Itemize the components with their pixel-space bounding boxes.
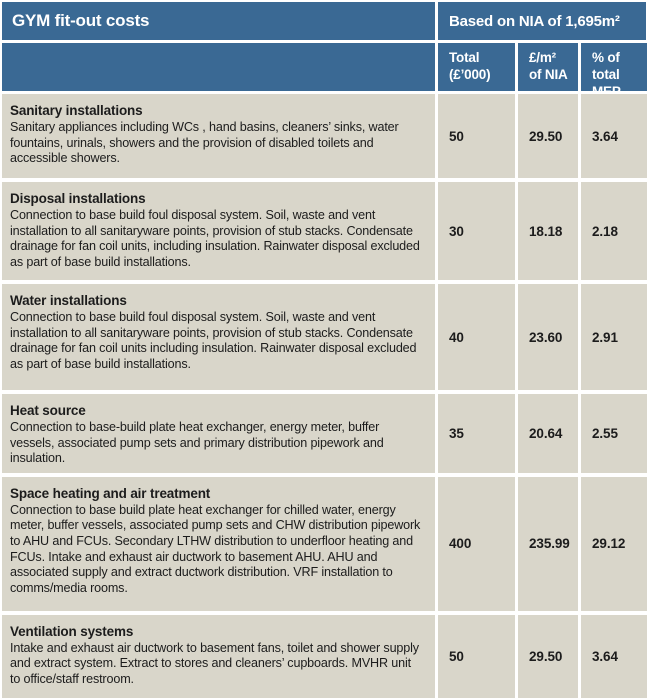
value-per-m2: 18.18 bbox=[518, 182, 578, 280]
row-description: Sanitary appliances including WCs , hand… bbox=[10, 120, 399, 166]
table-row-sanitary-installations: Sanitary installations Sanitary applianc… bbox=[2, 94, 647, 178]
value-pct-mep: 3.64 bbox=[581, 94, 647, 178]
value-total: 35 bbox=[438, 394, 515, 473]
value-total: 30 bbox=[438, 182, 515, 280]
row-description: Connection to base build foul disposal s… bbox=[10, 310, 417, 371]
table-row-water-installations: Water installations Connection to base b… bbox=[2, 284, 647, 390]
row-description-cell: Sanitary installations Sanitary applianc… bbox=[2, 94, 435, 178]
column-header-total-line2: (£’000) bbox=[449, 67, 491, 82]
value-per-m2: 20.64 bbox=[518, 394, 578, 473]
value-pct-mep: 2.18 bbox=[581, 182, 647, 280]
value-pct-mep: 3.64 bbox=[581, 614, 647, 698]
value-per-m2: 29.50 bbox=[518, 614, 578, 698]
value-pct-mep: 29.12 bbox=[581, 476, 647, 611]
nia-basis-label: Based on NIA of 1,695m² bbox=[438, 2, 646, 40]
table-title: GYM fit-out costs bbox=[2, 2, 435, 40]
table-row-disposal-installations: Disposal installations Connection to bas… bbox=[2, 182, 647, 280]
value-total: 40 bbox=[438, 284, 515, 390]
row-title: Ventilation systems bbox=[10, 623, 134, 639]
row-description-cell: Disposal installations Connection to bas… bbox=[2, 182, 435, 280]
column-header-per-m2: £/m² of NIA bbox=[518, 43, 578, 91]
column-header-pct-mep-line1: % of total bbox=[592, 50, 620, 82]
value-per-m2: 29.50 bbox=[518, 94, 578, 178]
row-title: Space heating and air treatment bbox=[10, 485, 211, 501]
value-per-m2: 23.60 bbox=[518, 284, 578, 390]
table-title-row: GYM fit-out costs Based on NIA of 1,695m… bbox=[2, 2, 647, 40]
table-row-heat-source: Heat source Connection to base-build pla… bbox=[2, 394, 647, 473]
value-total: 50 bbox=[438, 94, 515, 178]
value-total: 50 bbox=[438, 614, 515, 698]
value-total: 400 bbox=[438, 476, 515, 611]
row-title: Water installations bbox=[10, 293, 127, 308]
column-header-total-line1: Total bbox=[449, 50, 480, 65]
column-header-spacer bbox=[2, 43, 435, 91]
row-description-cell: Heat source Connection to base-build pla… bbox=[2, 394, 435, 473]
column-header-per-m2-line2: of NIA bbox=[529, 67, 568, 82]
row-description: Connection to base build plate heat exch… bbox=[10, 502, 421, 595]
table-row-space-heating-air-treatment: Space heating and air treatment Connecti… bbox=[2, 476, 647, 611]
row-title: Disposal installations bbox=[10, 191, 146, 206]
row-title: Sanitary installations bbox=[10, 103, 143, 118]
row-description: Intake and exhaust air ductwork to basem… bbox=[10, 640, 419, 686]
column-header-per-m2-line1: £/m² bbox=[529, 50, 556, 65]
value-pct-mep: 2.91 bbox=[581, 284, 647, 390]
value-per-m2: 235.99 bbox=[518, 476, 578, 611]
column-header-row: Total (£’000) £/m² of NIA % of total MEP… bbox=[2, 43, 647, 116]
row-description: Connection to base build foul disposal s… bbox=[10, 208, 420, 269]
row-description-cell: Ventilation systems Intake and exhaust a… bbox=[2, 614, 435, 698]
row-description-cell: Space heating and air treatment Connecti… bbox=[2, 476, 435, 611]
row-description: Connection to base-build plate heat exch… bbox=[10, 420, 384, 466]
table-row-ventilation-systems: Ventilation systems Intake and exhaust a… bbox=[2, 614, 647, 698]
row-description-cell: Water installations Connection to base b… bbox=[2, 284, 435, 390]
value-pct-mep: 2.55 bbox=[581, 394, 647, 473]
row-title: Heat source bbox=[10, 403, 86, 418]
column-header-pct-mep: % of total MEP cost bbox=[581, 43, 647, 116]
column-header-total: Total (£’000) bbox=[438, 43, 515, 91]
